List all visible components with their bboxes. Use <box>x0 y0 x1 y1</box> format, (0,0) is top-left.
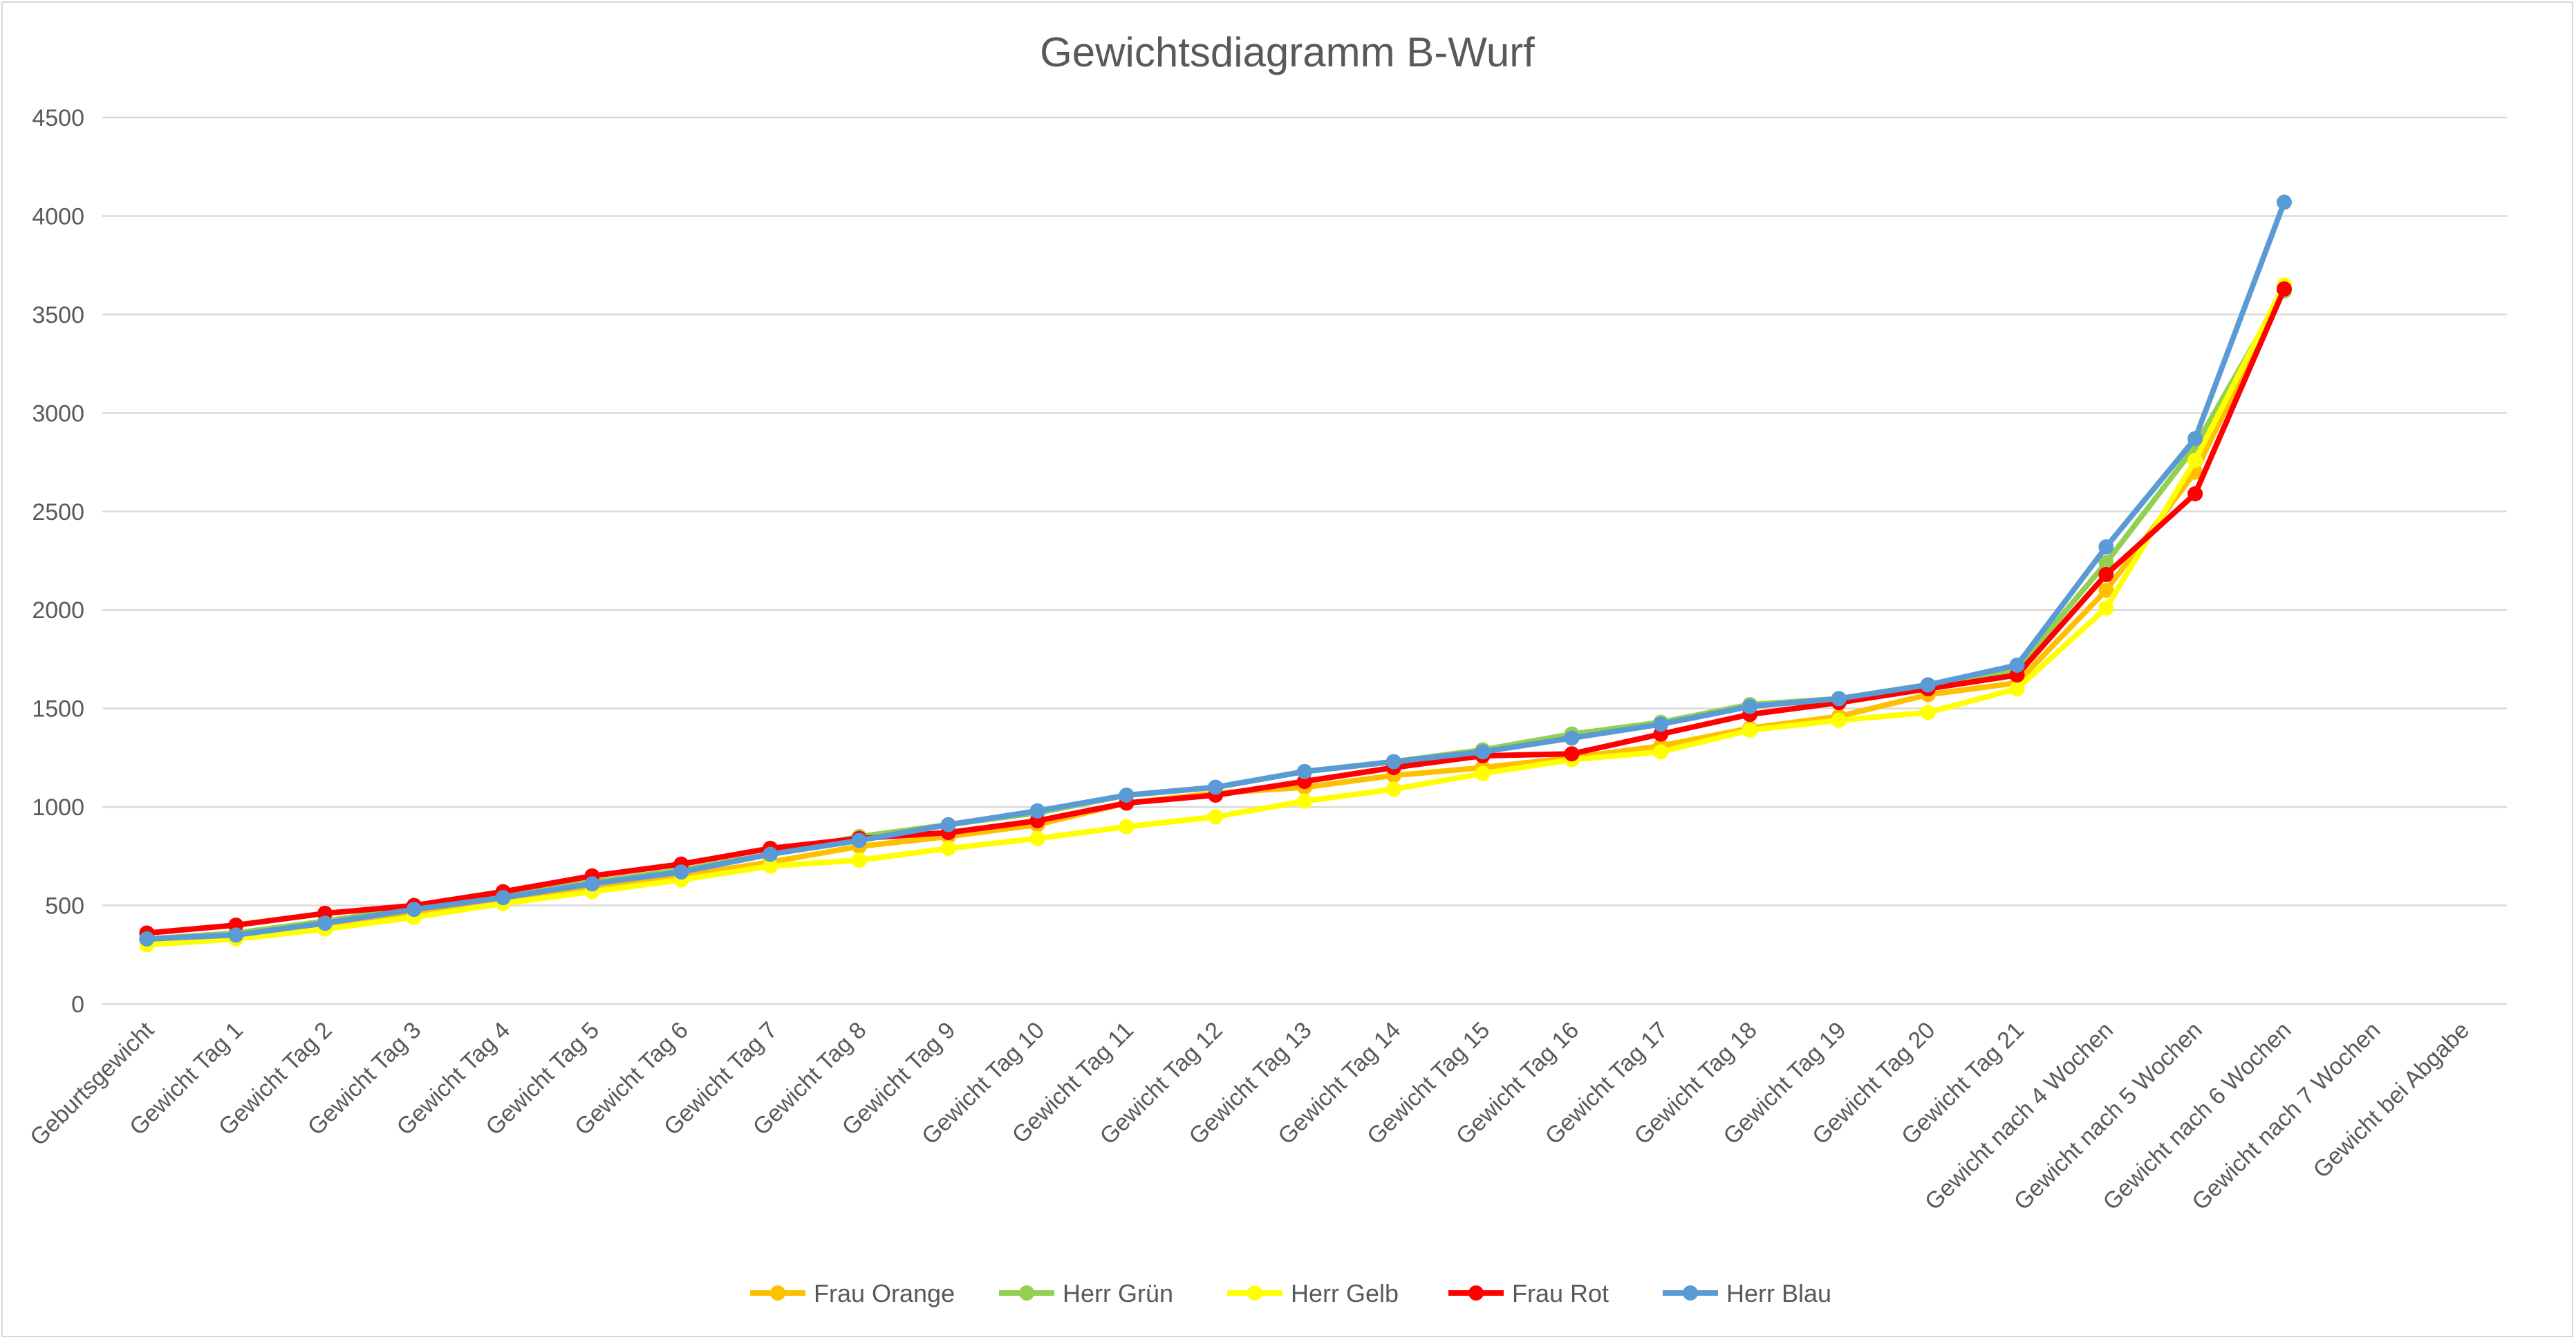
data-point <box>1920 677 1936 693</box>
data-point <box>1920 705 1936 720</box>
legend-item: Herr Blau <box>1663 1279 1831 1308</box>
data-point <box>2098 566 2114 582</box>
data-point <box>2098 582 2114 598</box>
data-point <box>2098 600 2114 616</box>
data-point <box>1564 746 1580 762</box>
series-lines <box>139 194 2292 953</box>
y-tick-label: 3000 <box>32 400 84 427</box>
data-point <box>1208 779 1224 795</box>
series-line <box>144 282 2287 948</box>
legend-item: Herr Gelb <box>1227 1279 1399 1308</box>
data-point <box>139 931 155 947</box>
data-point <box>1564 730 1580 746</box>
legend-label: Herr Gelb <box>1291 1279 1399 1308</box>
y-tick-label: 1500 <box>32 696 84 723</box>
series-line <box>144 286 2287 936</box>
data-point <box>1385 754 1401 770</box>
x-tick-label: Gewicht nach 4 Wochen <box>1920 1017 2118 1216</box>
legend-label: Frau Rot <box>1512 1279 1609 1308</box>
gridlines <box>102 116 2507 1005</box>
legend-swatch-marker <box>1683 1285 1698 1301</box>
data-point <box>2187 431 2203 447</box>
series-line <box>144 199 2287 942</box>
legend-item: Frau Orange <box>750 1279 955 1308</box>
x-tick-label: Gewicht nach 5 Wochen <box>2009 1017 2208 1216</box>
data-point <box>1475 744 1491 760</box>
data-point <box>317 915 333 931</box>
series-herr-gelb <box>139 277 2292 953</box>
data-point <box>495 890 511 906</box>
data-point <box>1475 765 1491 781</box>
data-point <box>2276 281 2292 297</box>
chart-title: Gewichtsdiagramm B-Wurf <box>1040 29 1535 75</box>
data-point <box>763 858 778 874</box>
y-tick-label: 1000 <box>32 794 84 821</box>
y-tick-label: 2500 <box>32 499 84 525</box>
data-point <box>851 832 867 848</box>
data-point <box>1119 788 1135 803</box>
data-point <box>1831 712 1847 728</box>
data-point <box>1208 809 1224 825</box>
data-point <box>2187 452 2203 468</box>
data-point <box>584 876 600 892</box>
data-point <box>1742 723 1758 738</box>
y-tick-label: 2000 <box>32 597 84 624</box>
data-point <box>2187 486 2203 502</box>
data-point <box>1831 691 1847 707</box>
legend-item: Frau Rot <box>1448 1279 1609 1308</box>
x-tick-label: Gewicht nach 6 Wochen <box>2098 1017 2297 1216</box>
data-point <box>1297 763 1312 779</box>
data-point <box>1029 803 1045 819</box>
data-point <box>2098 555 2114 570</box>
legend-swatch-marker <box>1247 1285 1262 1301</box>
y-tick-label: 4500 <box>32 105 84 131</box>
data-point <box>1029 830 1045 846</box>
legend-label: Herr Blau <box>1726 1279 1831 1308</box>
data-point <box>940 817 956 832</box>
legend: Frau Orange Herr Grün Herr Gelb Frau Rot Her… <box>750 1279 1831 1308</box>
data-point <box>673 864 689 880</box>
data-point <box>1385 781 1401 797</box>
legend-label: Frau Orange <box>814 1279 955 1308</box>
data-point <box>1742 698 1758 714</box>
data-point <box>406 902 422 918</box>
series-herr-gr-n <box>139 283 2292 947</box>
x-tick-label: Gewicht bei Abgabe <box>2308 1017 2475 1184</box>
data-point <box>1297 793 1312 809</box>
y-tick-label: 500 <box>45 893 84 920</box>
series-frau-rot <box>139 281 2292 941</box>
data-point <box>763 846 778 862</box>
legend-swatch-marker <box>770 1285 785 1301</box>
data-point <box>2098 539 2114 555</box>
data-point <box>228 927 244 943</box>
data-point <box>1119 819 1135 835</box>
data-point <box>2009 681 2025 697</box>
data-point <box>1653 744 1669 760</box>
data-point <box>851 853 867 868</box>
data-point <box>2009 657 2025 673</box>
data-point <box>940 840 956 856</box>
y-tick-label: 3500 <box>32 302 84 328</box>
data-point <box>1653 716 1669 732</box>
series-line <box>144 288 2287 942</box>
series-herr-blau <box>139 194 2292 947</box>
y-tick-label: 4000 <box>32 203 84 230</box>
legend-label: Herr Grün <box>1063 1279 1173 1308</box>
series-line <box>144 286 2287 944</box>
legend-item: Herr Grün <box>999 1279 1173 1308</box>
y-axis: 0 500 1000 1500 2000 2500 3000 3500 4000 4500 <box>32 105 84 1018</box>
x-tick-label: Gewicht nach 7 Wochen <box>2187 1017 2385 1216</box>
legend-swatch-marker <box>1019 1285 1034 1301</box>
legend-swatch-marker <box>1468 1285 1484 1301</box>
y-tick-label: 0 <box>71 992 84 1018</box>
data-point <box>2276 194 2292 210</box>
series-frau-orange <box>139 281 2292 949</box>
